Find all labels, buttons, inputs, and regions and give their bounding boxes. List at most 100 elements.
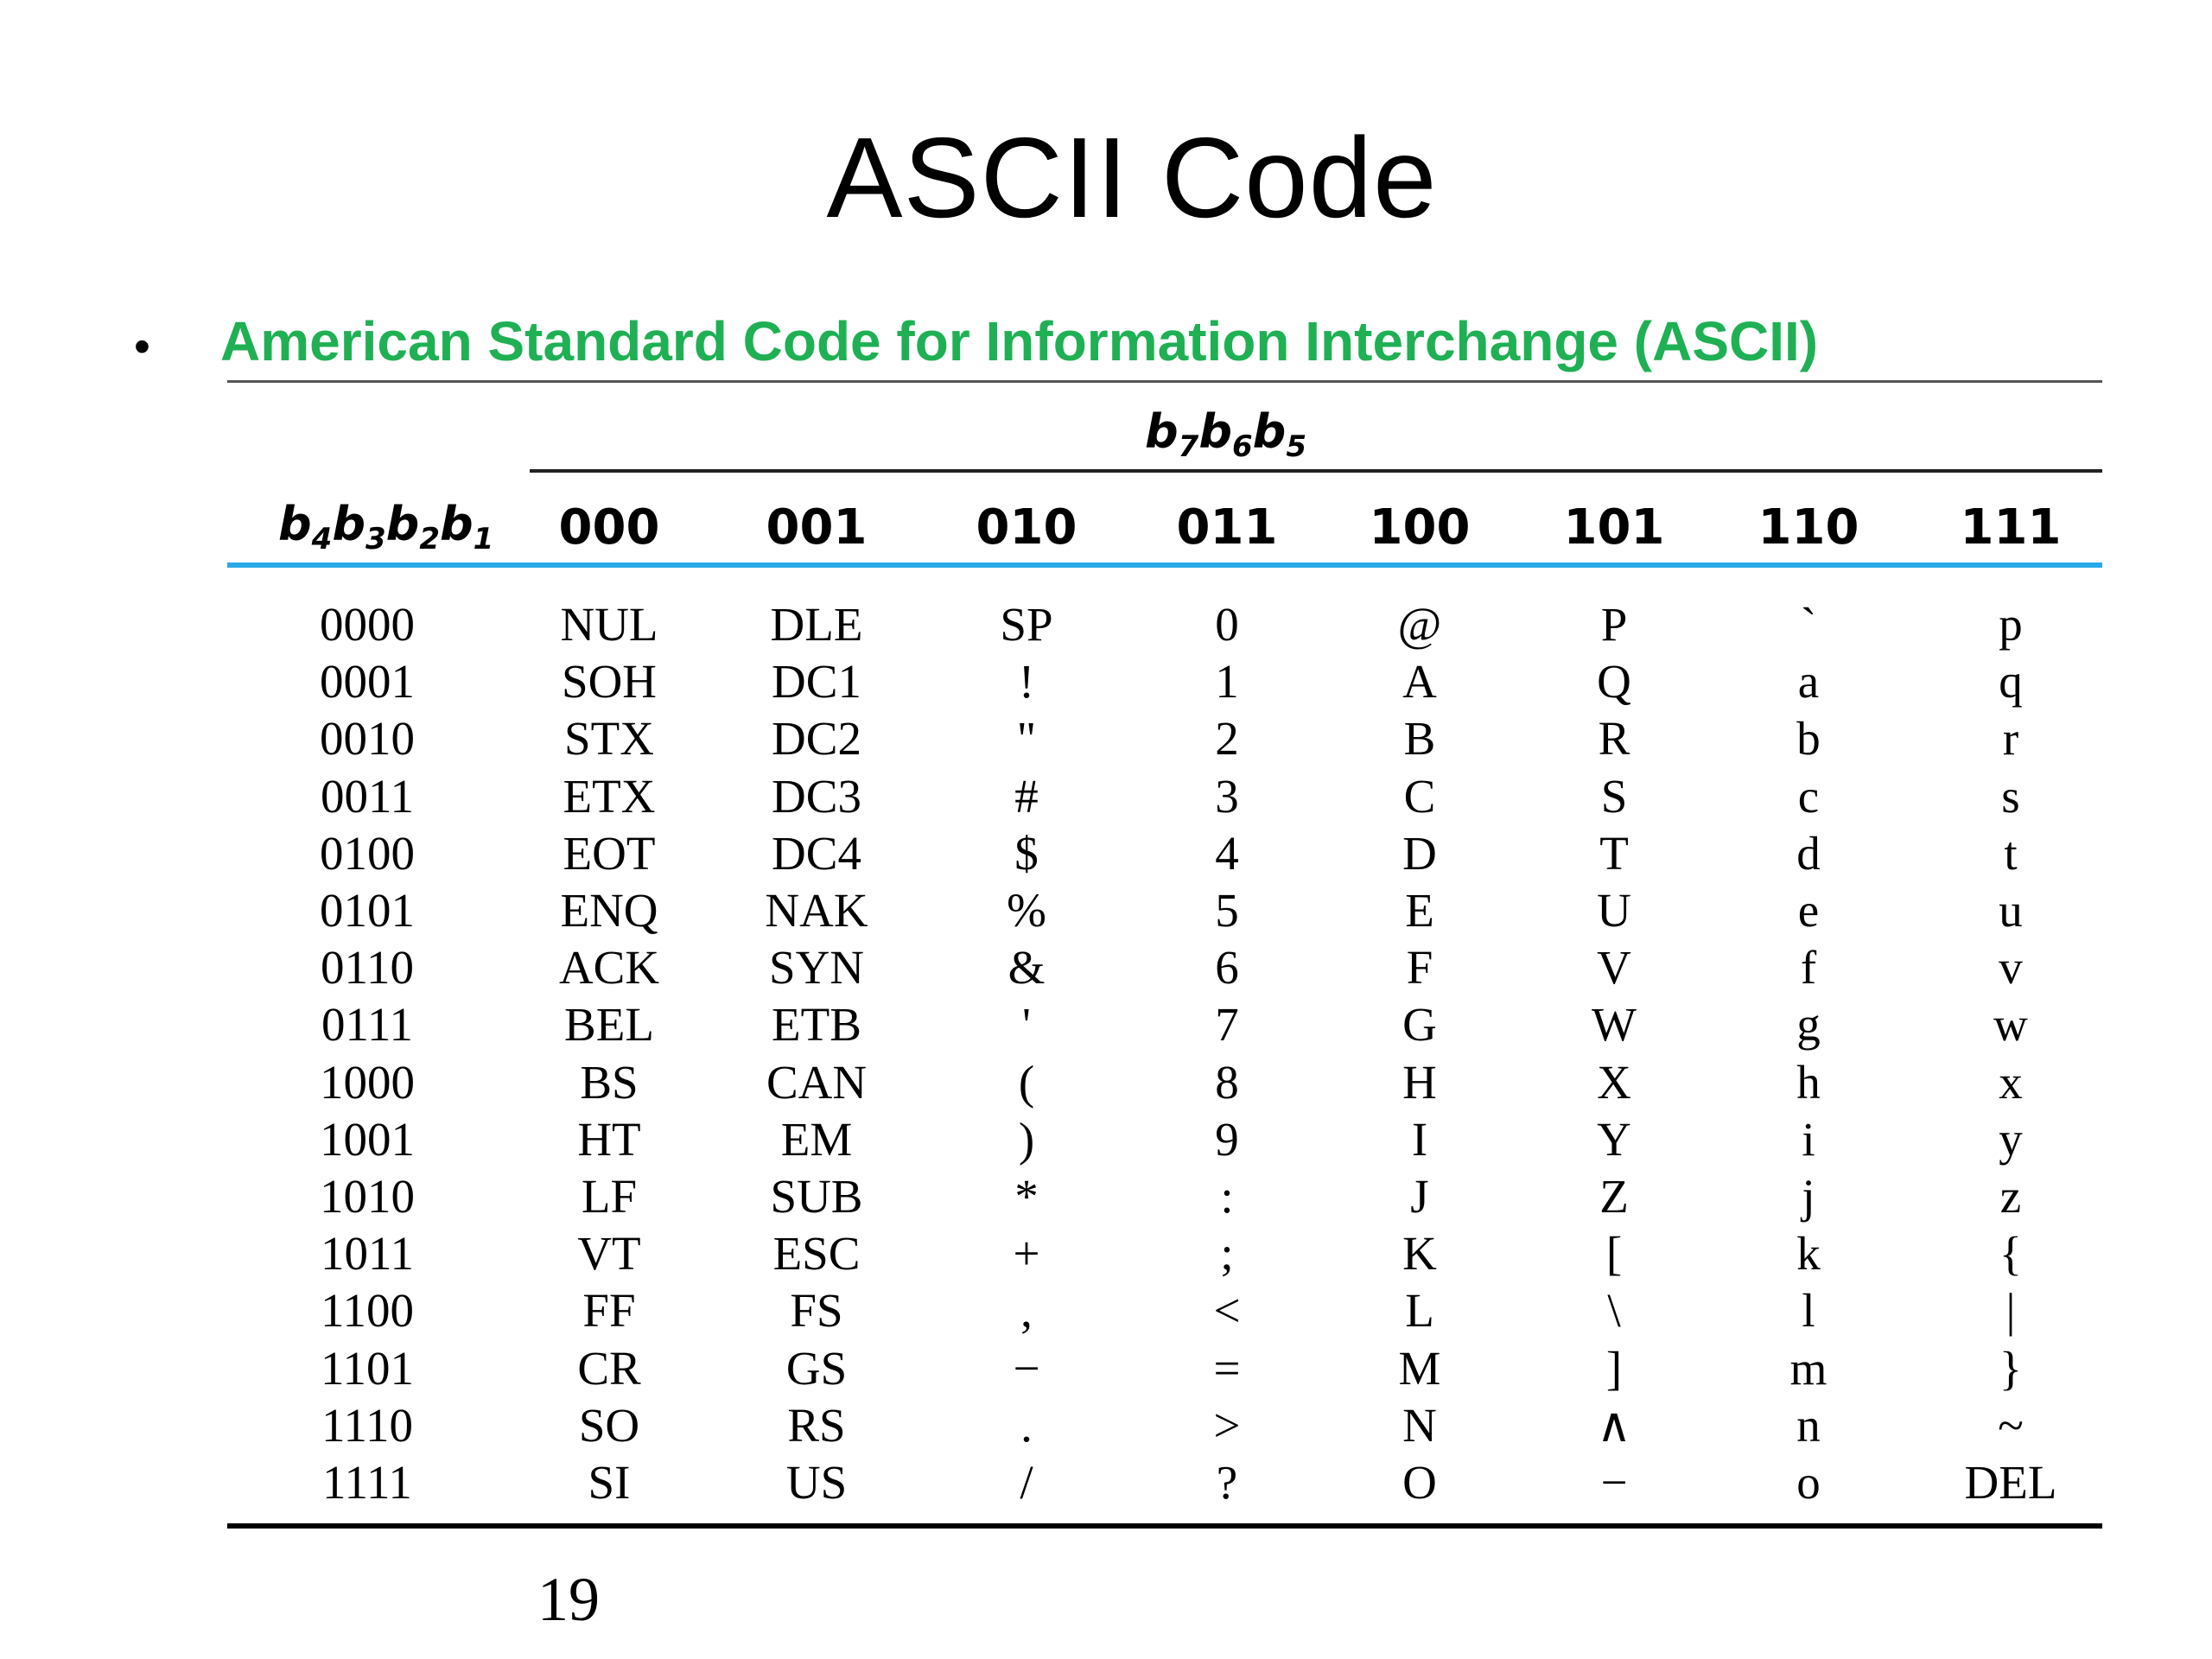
column-group-header: b7b6b5 xyxy=(1145,404,1306,464)
table-cell: / xyxy=(1020,1456,1033,1509)
table-cell: , xyxy=(1020,1284,1033,1338)
table-cell: $ xyxy=(1014,826,1039,880)
table-cell: ; xyxy=(1220,1227,1234,1281)
table-cell: SYN xyxy=(768,941,865,995)
table-cell: I xyxy=(1411,1112,1428,1166)
table-cell: j xyxy=(1802,1170,1815,1223)
column-header: 011 xyxy=(1176,499,1278,556)
table-cell: US xyxy=(785,1456,848,1509)
table-cell: f xyxy=(1800,941,1817,995)
column-header: 110 xyxy=(1758,499,1859,556)
table-cell: O xyxy=(1402,1456,1437,1509)
table-cell: < xyxy=(1213,1284,1241,1338)
table-cell: { xyxy=(1999,1227,2023,1281)
table-cell: CR xyxy=(577,1341,641,1395)
table-cell: ? xyxy=(1216,1456,1238,1509)
table-cell: 9 xyxy=(1215,1112,1239,1166)
table-cell: ETX xyxy=(563,769,656,823)
table-cell: # xyxy=(1014,769,1039,823)
table-cell: ACK xyxy=(558,941,660,995)
table-cell: % xyxy=(1007,884,1046,937)
table-cell: SP xyxy=(1000,598,1053,651)
row-code: 1000 xyxy=(320,1055,415,1109)
table-cell: N xyxy=(1402,1398,1437,1452)
table-cell: P xyxy=(1600,598,1628,651)
table-cell: M xyxy=(1398,1341,1441,1395)
table-cell: R xyxy=(1598,712,1630,766)
table-cell: Q xyxy=(1597,655,1631,709)
table-cell: ` xyxy=(1800,598,1817,651)
table-cell: STX xyxy=(564,712,654,766)
table-cell: DC4 xyxy=(772,826,861,880)
table-cell: + xyxy=(1013,1227,1040,1281)
table-cell: 3 xyxy=(1215,769,1239,823)
table-cell: 0 xyxy=(1215,598,1239,651)
table-row: 1110 SO RS. > N ∧ n ~ xyxy=(0,1397,2212,1454)
table-row: 0000 NUL DLE SP 0 @ P ` p xyxy=(0,596,2212,653)
table-cell: − xyxy=(1600,1456,1628,1509)
row-code: 0010 xyxy=(320,712,415,766)
row-code: 1101 xyxy=(321,1341,414,1395)
table-cell: g xyxy=(1796,998,1821,1052)
table-top-rule xyxy=(227,380,2102,383)
table-cell: a xyxy=(1797,655,1820,709)
table-cell: e xyxy=(1797,884,1820,937)
table-cell: RS xyxy=(787,1398,846,1452)
column-group-rule xyxy=(530,469,2102,473)
table-cell: ] xyxy=(1605,1341,1623,1395)
table-cell: m xyxy=(1789,1341,1827,1395)
table-row: 1101 CR GS − = M] m} xyxy=(0,1340,2212,1397)
table-cell: DEL xyxy=(1964,1456,2057,1509)
table-cell: W xyxy=(1592,998,1637,1052)
table-row: 1011 VT ESC +; K [k { xyxy=(0,1225,2212,1282)
table-cell: F xyxy=(1406,941,1433,995)
table-bottom-rule xyxy=(227,1523,2102,1529)
table-cell: GS xyxy=(785,1341,848,1395)
table-cell: D xyxy=(1402,826,1437,880)
slide-title: ASCII Code xyxy=(826,114,1438,241)
table-cell: } xyxy=(1999,1341,2023,1395)
table-cell: T xyxy=(1599,826,1629,880)
table-cell: b xyxy=(1796,712,1821,766)
table-cell: SUB xyxy=(770,1170,863,1223)
row-code: 0101 xyxy=(320,884,415,937)
column-header: 100 xyxy=(1369,499,1471,556)
row-code: 1110 xyxy=(321,1398,413,1452)
table-cell: > xyxy=(1213,1398,1241,1452)
table-cell: C xyxy=(1403,769,1436,823)
table-cell: [ xyxy=(1605,1227,1623,1281)
column-header: 000 xyxy=(558,499,660,556)
table-row: 1111 SI US /? O − o DEL xyxy=(0,1454,2212,1511)
table-cell: . xyxy=(1020,1398,1033,1452)
table-cell: 4 xyxy=(1215,826,1239,880)
table-cell: BS xyxy=(580,1055,639,1109)
table-cell: y xyxy=(1999,1112,2023,1166)
row-code: 1011 xyxy=(321,1227,414,1281)
table-cell: NAK xyxy=(765,884,868,937)
table-cell: i xyxy=(1802,1112,1815,1166)
table-cell: ! xyxy=(1018,655,1035,709)
table-row: 1100 FF FS, < L \ l | xyxy=(0,1282,2212,1339)
column-header: 111 xyxy=(1960,499,2062,556)
table-cell: ) xyxy=(1018,1112,1035,1166)
row-header-label: b4b3b2b1 xyxy=(278,497,494,556)
table-cell: 1 xyxy=(1215,655,1239,709)
table-cell: 8 xyxy=(1215,1055,1239,1109)
table-cell: & xyxy=(1007,941,1046,995)
bullet-text: American Standard Code for Information I… xyxy=(220,310,1819,372)
table-cell: DC1 xyxy=(772,655,861,709)
table-cell: 7 xyxy=(1215,998,1239,1052)
table-cell: X xyxy=(1597,1055,1631,1109)
table-cell: : xyxy=(1220,1170,1234,1223)
table-cell: DLE xyxy=(770,598,863,651)
table-cell: \ xyxy=(1607,1284,1621,1338)
table-cell: Z xyxy=(1599,1170,1629,1223)
table-cell: FF xyxy=(582,1284,636,1338)
table-cell: ENQ xyxy=(560,884,658,937)
row-code: 1100 xyxy=(321,1284,414,1338)
bullet-dot: • xyxy=(134,321,150,372)
